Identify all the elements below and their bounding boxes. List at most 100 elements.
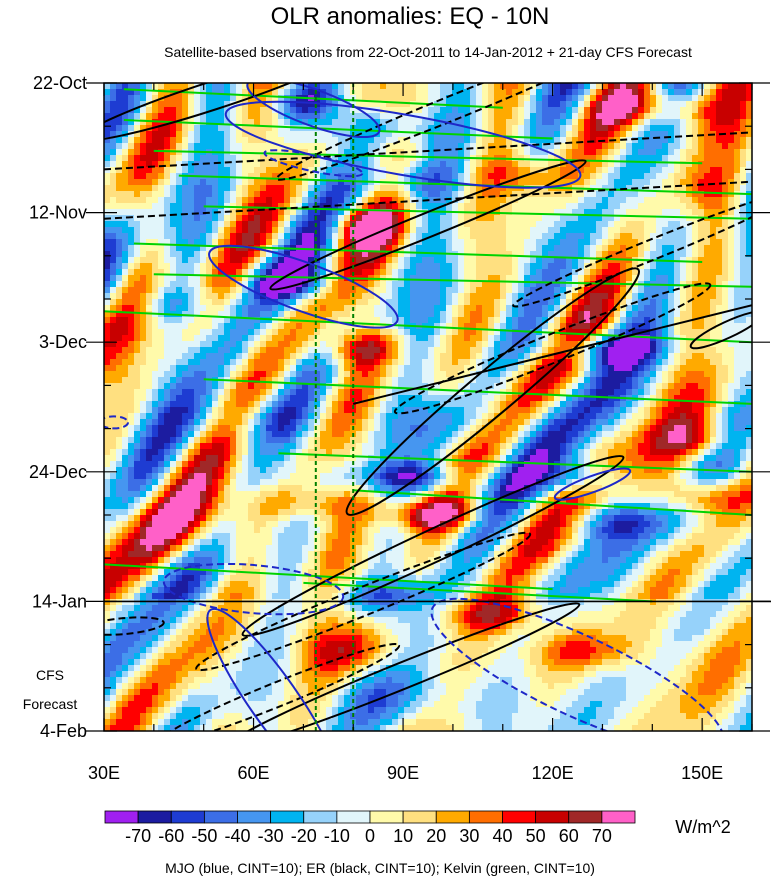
heatmap-cell xyxy=(410,191,417,198)
heatmap-cell xyxy=(122,137,129,144)
heatmap-cell xyxy=(584,317,591,324)
heatmap-cell xyxy=(662,125,669,132)
heatmap-cell xyxy=(158,323,165,330)
heatmap-cell xyxy=(422,353,429,360)
heatmap-cell xyxy=(686,113,693,120)
heatmap-cell xyxy=(290,263,297,270)
heatmap-cell xyxy=(194,113,201,120)
heatmap-cell xyxy=(236,221,243,228)
heatmap-cell xyxy=(146,347,153,354)
heatmap-cell xyxy=(152,323,159,330)
heatmap-cell xyxy=(626,323,633,330)
heatmap-cell xyxy=(560,311,567,318)
heatmap-cell xyxy=(164,347,171,354)
heatmap-cell xyxy=(716,83,723,90)
heatmap-cell xyxy=(176,335,183,342)
heatmap-cell xyxy=(728,233,735,240)
heatmap-cell xyxy=(122,317,129,324)
heatmap-cell xyxy=(452,119,459,126)
heatmap-cell xyxy=(422,275,429,282)
heatmap-cell xyxy=(392,323,399,330)
heatmap-cell xyxy=(284,251,291,258)
heatmap-cell xyxy=(386,155,393,162)
heatmap-cell xyxy=(116,233,123,240)
heatmap-cell xyxy=(122,275,129,282)
heatmap-cell xyxy=(686,161,693,168)
heatmap-cell xyxy=(482,239,489,246)
heatmap-cell xyxy=(134,263,141,270)
heatmap-cell xyxy=(668,191,675,198)
heatmap-cell xyxy=(380,287,387,294)
heatmap-cell xyxy=(494,257,501,264)
heatmap-cell xyxy=(650,95,657,102)
heatmap-cell xyxy=(710,293,717,300)
heatmap-cell xyxy=(404,305,411,312)
heatmap-cell xyxy=(272,155,279,162)
heatmap-cell xyxy=(428,215,435,222)
heatmap-cell xyxy=(362,191,369,198)
heatmap-cell xyxy=(632,353,639,360)
heatmap-cell xyxy=(614,185,621,192)
heatmap-cell xyxy=(500,149,507,156)
heatmap-cell xyxy=(518,83,525,90)
heatmap-cell xyxy=(746,119,752,126)
heatmap-cell xyxy=(296,191,303,198)
heatmap-cell xyxy=(212,239,219,246)
heatmap-cell xyxy=(476,311,483,318)
heatmap-cell xyxy=(248,143,255,150)
heatmap-cell xyxy=(290,101,297,108)
heatmap-cell xyxy=(692,113,699,120)
heatmap-cell xyxy=(416,293,423,300)
heatmap-cell xyxy=(590,125,597,132)
heatmap-cell xyxy=(272,281,279,288)
heatmap-cell xyxy=(488,341,495,348)
heatmap-cell xyxy=(680,275,687,282)
heatmap-cell xyxy=(650,101,657,108)
heatmap-cell xyxy=(284,329,291,336)
heatmap-cell xyxy=(140,227,147,234)
heatmap-cell xyxy=(434,179,441,186)
heatmap-cell xyxy=(314,233,321,240)
heatmap-cell xyxy=(146,83,153,90)
heatmap-cell xyxy=(722,275,729,282)
heatmap-cell xyxy=(656,191,663,198)
heatmap-cell xyxy=(746,305,752,312)
heatmap-cell xyxy=(272,137,279,144)
heatmap-cell xyxy=(242,143,249,150)
heatmap-cell xyxy=(470,179,477,186)
heatmap-cell xyxy=(674,83,681,90)
heatmap-cell xyxy=(308,323,315,330)
heatmap-cell xyxy=(416,299,423,306)
heatmap-cell xyxy=(488,263,495,270)
heatmap-cell xyxy=(314,317,321,324)
heatmap-cell xyxy=(422,239,429,246)
heatmap-cell xyxy=(542,347,549,354)
heatmap-cell xyxy=(374,281,381,288)
heatmap-cell xyxy=(146,293,153,300)
heatmap-cell xyxy=(692,191,699,198)
heatmap-cell xyxy=(170,95,177,102)
heatmap-cell xyxy=(224,119,231,126)
heatmap-cell xyxy=(434,263,441,270)
heatmap-cell xyxy=(122,203,129,210)
heatmap-cell xyxy=(722,323,729,330)
heatmap-cell xyxy=(668,233,675,240)
heatmap-cell xyxy=(434,137,441,144)
heatmap-cell xyxy=(722,125,729,132)
heatmap-cell xyxy=(650,269,657,276)
heatmap-cell xyxy=(278,209,285,216)
heatmap-cell xyxy=(548,353,555,360)
heatmap-cell xyxy=(338,323,345,330)
heatmap-cell xyxy=(356,155,363,162)
heatmap-cell xyxy=(638,221,645,228)
heatmap-cell xyxy=(398,257,405,264)
heatmap-cell xyxy=(548,347,555,354)
heatmap-cell xyxy=(170,161,177,168)
heatmap-cell xyxy=(566,119,573,126)
heatmap-cell xyxy=(110,161,117,168)
heatmap-cell xyxy=(266,269,273,276)
heatmap-cell xyxy=(680,215,687,222)
heatmap-cell xyxy=(206,167,213,174)
heatmap-cell xyxy=(164,305,171,312)
heatmap-cell xyxy=(122,161,129,168)
